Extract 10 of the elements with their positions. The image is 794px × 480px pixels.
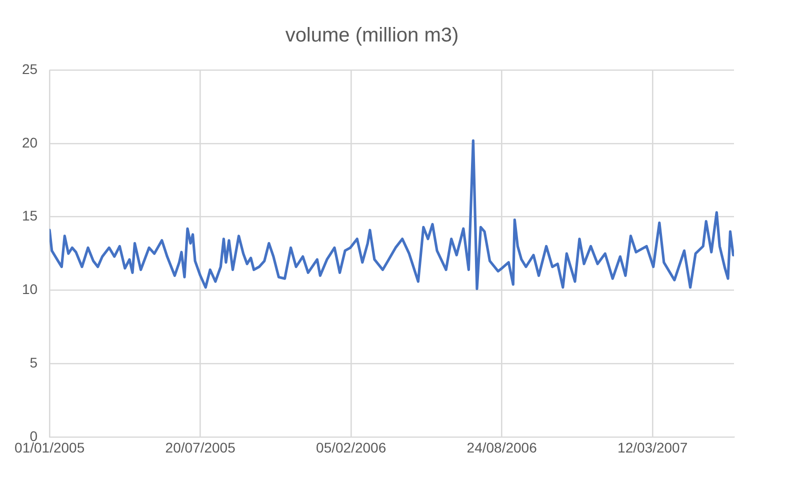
y-tick-label: 15 bbox=[22, 208, 38, 224]
x-tick-label: 05/02/2006 bbox=[316, 439, 386, 456]
y-tick-label: 10 bbox=[22, 281, 38, 298]
y-tick-label: 25 bbox=[22, 60, 38, 77]
x-tick-label: 20/07/2005 bbox=[165, 439, 236, 456]
y-tick-label: 20 bbox=[22, 134, 38, 150]
chart-title: volume (million m3) bbox=[285, 24, 459, 47]
y-tick-label: 5 bbox=[30, 354, 38, 371]
x-tick-label: 24/08/2006 bbox=[466, 439, 538, 456]
x-tick-label: 12/03/2007 bbox=[618, 439, 688, 456]
